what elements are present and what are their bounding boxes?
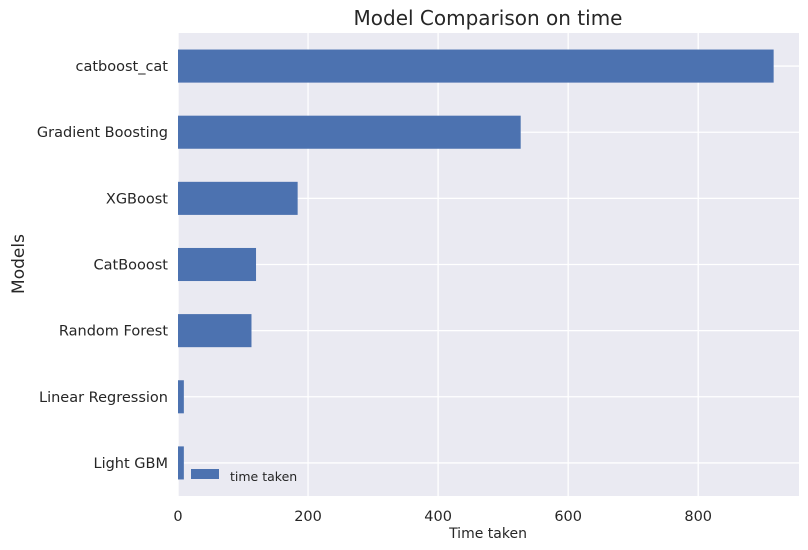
- y-tick-label: Gradient Boosting: [37, 125, 168, 141]
- y-tick-label: XGBoost: [106, 191, 168, 207]
- bar: [178, 49, 774, 83]
- y-tick-label: catboost_cat: [75, 59, 168, 75]
- y-tick-label: Random Forest: [59, 324, 168, 340]
- bar: [178, 314, 252, 348]
- chart-title: Model Comparison on time: [354, 6, 623, 30]
- x-axis-label: Time taken: [448, 526, 527, 542]
- y-tick-label: CatBooost: [94, 258, 169, 274]
- bar: [178, 380, 184, 414]
- x-tick-label: 400: [424, 509, 452, 525]
- legend-label: time taken: [230, 469, 297, 484]
- bars: [178, 49, 774, 480]
- y-tick-label: Linear Regression: [39, 390, 168, 406]
- x-tick-label: 600: [554, 509, 582, 525]
- bar: [178, 247, 257, 282]
- x-tick-labels: 0 200 400 600 800: [173, 509, 712, 525]
- legend-swatch: [191, 469, 219, 479]
- x-gridlines: [177, 33, 699, 496]
- x-tick-label: 0: [173, 509, 182, 525]
- x-tick-label: 200: [294, 509, 322, 525]
- legend: time taken: [191, 469, 297, 484]
- bar: [178, 115, 521, 149]
- x-tick-label: 800: [684, 509, 712, 525]
- y-axis-label: Models: [9, 234, 29, 294]
- y-tick-labels: Light GBM Linear Regression Random Forest C…: [37, 59, 168, 472]
- bar: [178, 181, 298, 215]
- y-tick-label: Light GBM: [94, 456, 169, 472]
- bar: [178, 446, 184, 480]
